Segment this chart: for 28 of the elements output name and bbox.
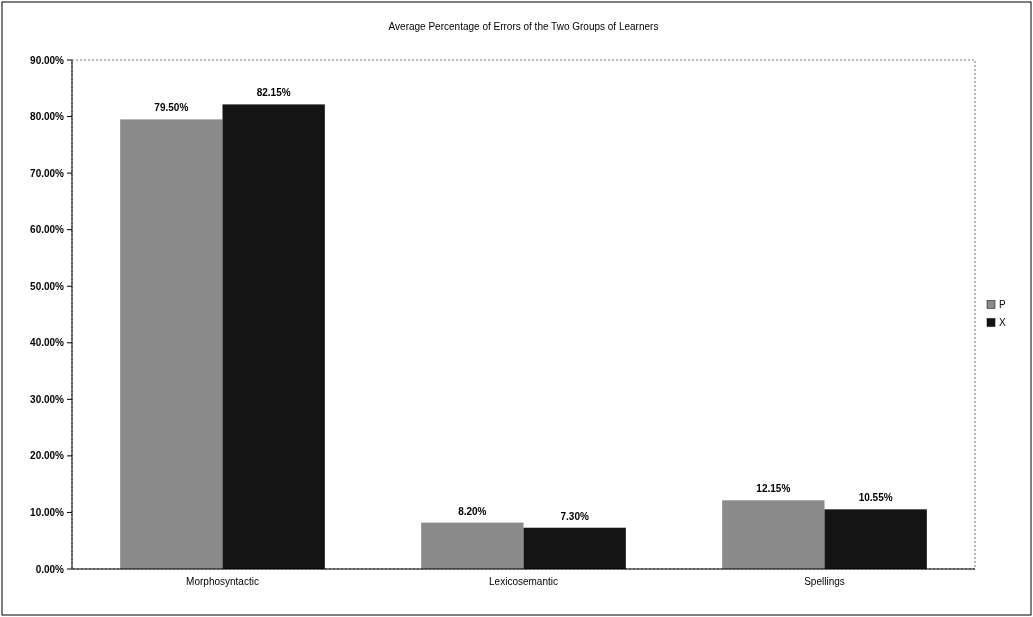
data-label: 82.15% bbox=[256, 87, 291, 99]
y-tick-label: 90.00% bbox=[30, 54, 65, 66]
bar bbox=[824, 509, 927, 569]
y-tick-label: 20.00% bbox=[30, 450, 65, 462]
y-tick-label: 10.00% bbox=[30, 506, 65, 518]
bar bbox=[722, 500, 825, 569]
data-label: 7.30% bbox=[560, 510, 589, 522]
x-tick-label: Spellings bbox=[804, 576, 845, 587]
chart-title: Average Percentage of Errors of the Two Groups of Learners bbox=[388, 21, 659, 32]
y-tick-label: 50.00% bbox=[30, 280, 65, 292]
data-label: 8.20% bbox=[458, 505, 487, 517]
bar bbox=[222, 104, 325, 569]
y-tick-label: 40.00% bbox=[30, 337, 65, 349]
y-tick-label: 80.00% bbox=[30, 111, 65, 123]
data-label: 12.15% bbox=[756, 483, 791, 495]
bar bbox=[120, 119, 223, 569]
data-label: 79.50% bbox=[154, 102, 189, 114]
bar bbox=[523, 527, 626, 569]
y-tick-label: 70.00% bbox=[30, 167, 65, 179]
legend-label: X bbox=[999, 317, 1006, 328]
y-tick-label: 30.00% bbox=[30, 393, 65, 405]
x-tick-label: Lexicosemantic bbox=[489, 576, 558, 587]
data-label: 10.55% bbox=[858, 492, 893, 504]
x-tick-label: Morphosyntactic bbox=[186, 576, 259, 587]
bar bbox=[421, 522, 524, 569]
legend-label: P bbox=[999, 299, 1006, 310]
y-tick-label: 60.00% bbox=[30, 224, 65, 236]
y-tick-label: 0.00% bbox=[35, 563, 65, 575]
